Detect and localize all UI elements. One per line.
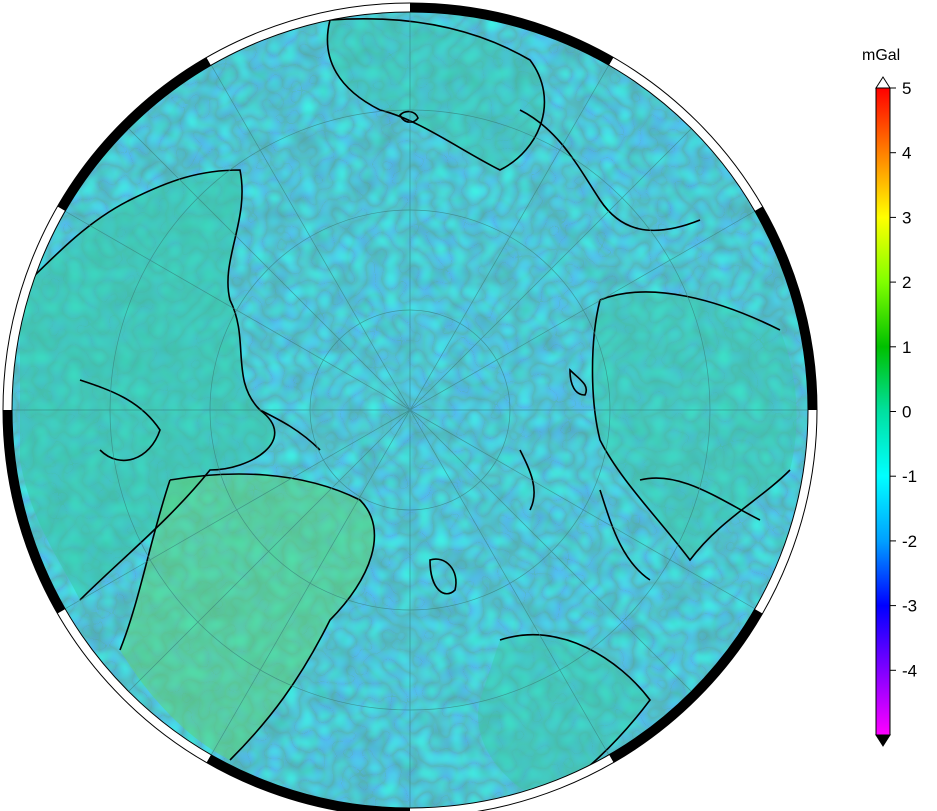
- colorbar-gradient: [875, 87, 891, 736]
- graticule: [12, 12, 808, 808]
- colorbar-tick-label: 0: [902, 403, 911, 422]
- frame-segment: [57, 609, 211, 763]
- scandinavia-landmass: [478, 634, 650, 800]
- colorbar-tick-label: 2: [902, 273, 911, 292]
- frame-segment: [754, 410, 817, 614]
- canada-landmass: [20, 170, 275, 600]
- frame-segment: [3, 206, 66, 410]
- frame-segment: [410, 3, 614, 66]
- colorbar-tick-label: 1: [902, 338, 911, 357]
- frame-segment: [609, 609, 763, 763]
- alaska-landmass: [327, 18, 545, 171]
- frame-segment: [609, 57, 763, 211]
- colorbar-top-triangle: [875, 76, 891, 89]
- colorbar-bottom-triangle: [875, 734, 891, 747]
- colorbar-tick-label: -1: [902, 467, 917, 486]
- greenland-landmass: [120, 474, 375, 760]
- colorbar-tick-label: 5: [902, 79, 911, 98]
- colorbar-tick-label: 4: [902, 144, 911, 163]
- colorbar-tick-label: -4: [902, 661, 917, 680]
- frame-inner-border: [11, 11, 809, 809]
- colorbar-tick-label: 3: [902, 208, 911, 227]
- colorbar-tick-label: -2: [902, 532, 917, 551]
- frame-segment: [57, 57, 211, 211]
- colorbar-ticks: 5 4 3 2 1 0 -1 -2 -3 -4: [890, 79, 917, 680]
- frame-segment: [206, 3, 410, 66]
- siberia-landmass: [592, 291, 797, 560]
- gravity-anomaly-map: [2, 2, 818, 811]
- frame-segment: [754, 206, 817, 410]
- frame-segment: [3, 410, 66, 614]
- map-disc: [12, 12, 808, 808]
- colorbar-unit-label: mGal: [862, 47, 900, 64]
- colorbar-tick-label: -3: [902, 597, 917, 616]
- frame-outer-border: [2, 2, 818, 811]
